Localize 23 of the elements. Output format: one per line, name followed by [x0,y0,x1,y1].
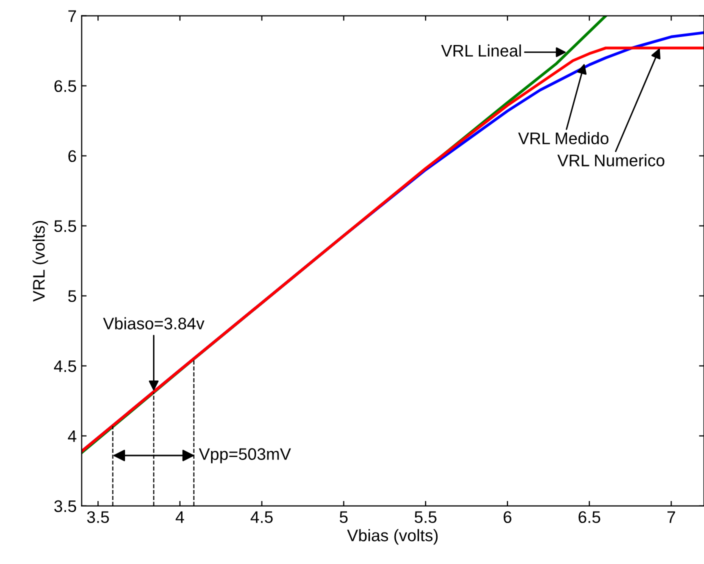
annotation: VRL Medido [518,132,608,144]
annotation: VRL Numerico [557,154,664,166]
x-tick-label: 3.5 [87,511,109,524]
y-tick-label: 6 [68,150,76,162]
annotation: VRL Lineal [441,44,521,57]
y-tick-label: 4 [68,430,76,442]
y-tick-label: 7 [68,10,76,22]
y-tick-label: 3.5 [54,500,76,512]
x-tick-label: 4 [176,511,184,523]
y-tick-label: 5 [68,290,76,302]
x-tick-label: 6.5 [578,511,600,524]
y-tick-label: 4.5 [54,360,76,372]
y-axis-title: VRL (volts) [32,220,48,302]
y-tick-label: 6.5 [54,80,76,92]
x-axis-title: Vbias (volts) [347,529,438,545]
x-tick-label: 5.5 [414,511,436,524]
x-tick-label: 6 [504,511,512,524]
x-tick-label: 4.5 [250,511,273,524]
y-tick-label: 5.5 [54,220,76,232]
x-tick-label: 7 [667,511,676,523]
annotation: Vpp=503mV [198,448,291,464]
annotation: Vbiaso=3.84v [103,317,204,330]
x-tick-label: 5 [340,511,348,524]
